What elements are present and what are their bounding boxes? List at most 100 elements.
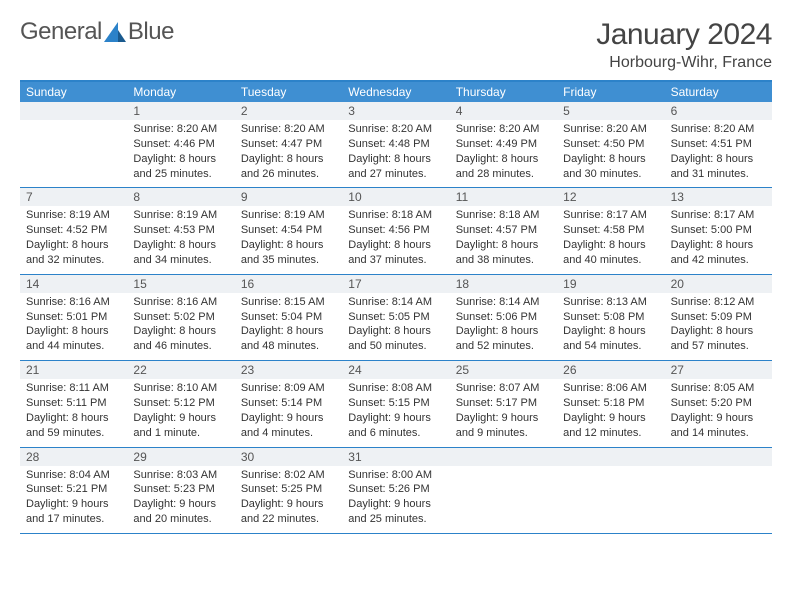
day-details: Sunrise: 8:08 AMSunset: 5:15 PMDaylight:…: [342, 379, 449, 446]
weekday-label: Thursday: [450, 82, 557, 102]
daylight-line: Daylight: 8 hours and 52 minutes.: [456, 324, 551, 354]
day-number: 15: [127, 275, 234, 293]
sunrise-line: Sunrise: 8:20 AM: [456, 122, 551, 137]
daylight-line: Daylight: 8 hours and 48 minutes.: [241, 324, 336, 354]
daylight-line: Daylight: 8 hours and 34 minutes.: [133, 238, 228, 268]
calendar-week: 14Sunrise: 8:16 AMSunset: 5:01 PMDayligh…: [20, 275, 772, 361]
day-number: 11: [450, 188, 557, 206]
sunrise-line: Sunrise: 8:06 AM: [563, 381, 658, 396]
calendar: SundayMondayTuesdayWednesdayThursdayFrid…: [20, 80, 772, 534]
day-details: Sunrise: 8:15 AMSunset: 5:04 PMDaylight:…: [235, 293, 342, 360]
day-number: 24: [342, 361, 449, 379]
calendar-cell: 2Sunrise: 8:20 AMSunset: 4:47 PMDaylight…: [235, 102, 342, 187]
calendar-cell: .: [665, 448, 772, 533]
calendar-cell: 7Sunrise: 8:19 AMSunset: 4:52 PMDaylight…: [20, 188, 127, 273]
day-details: Sunrise: 8:20 AMSunset: 4:47 PMDaylight:…: [235, 120, 342, 187]
sunrise-line: Sunrise: 8:13 AM: [563, 295, 658, 310]
sunset-line: Sunset: 5:06 PM: [456, 310, 551, 325]
weekday-label: Sunday: [20, 82, 127, 102]
sunset-line: Sunset: 5:21 PM: [26, 482, 121, 497]
sunrise-line: Sunrise: 8:09 AM: [241, 381, 336, 396]
daylight-line: Daylight: 8 hours and 31 minutes.: [671, 152, 766, 182]
sunset-line: Sunset: 5:14 PM: [241, 396, 336, 411]
daylight-line: Daylight: 8 hours and 59 minutes.: [26, 411, 121, 441]
day-number: 1: [127, 102, 234, 120]
sunset-line: Sunset: 5:20 PM: [671, 396, 766, 411]
day-number: 21: [20, 361, 127, 379]
calendar-cell: 9Sunrise: 8:19 AMSunset: 4:54 PMDaylight…: [235, 188, 342, 273]
sunrise-line: Sunrise: 8:20 AM: [348, 122, 443, 137]
day-number: 3: [342, 102, 449, 120]
day-number: .: [665, 448, 772, 466]
daylight-line: Daylight: 8 hours and 54 minutes.: [563, 324, 658, 354]
sunset-line: Sunset: 5:15 PM: [348, 396, 443, 411]
day-details: Sunrise: 8:14 AMSunset: 5:06 PMDaylight:…: [450, 293, 557, 360]
calendar-cell: 10Sunrise: 8:18 AMSunset: 4:56 PMDayligh…: [342, 188, 449, 273]
daylight-line: Daylight: 8 hours and 28 minutes.: [456, 152, 551, 182]
brand-word2: Blue: [128, 18, 174, 46]
location-subtitle: Horbourg-Wihr, France: [596, 54, 772, 72]
daylight-line: Daylight: 9 hours and 14 minutes.: [671, 411, 766, 441]
day-details: Sunrise: 8:20 AMSunset: 4:48 PMDaylight:…: [342, 120, 449, 187]
calendar-cell: .: [557, 448, 664, 533]
day-number: 27: [665, 361, 772, 379]
calendar-cell: 30Sunrise: 8:02 AMSunset: 5:25 PMDayligh…: [235, 448, 342, 533]
day-number: 2: [235, 102, 342, 120]
sunrise-line: Sunrise: 8:19 AM: [241, 208, 336, 223]
daylight-line: Daylight: 8 hours and 26 minutes.: [241, 152, 336, 182]
day-details: Sunrise: 8:17 AMSunset: 5:00 PMDaylight:…: [665, 206, 772, 273]
daylight-line: Daylight: 8 hours and 42 minutes.: [671, 238, 766, 268]
sunrise-line: Sunrise: 8:14 AM: [348, 295, 443, 310]
weekday-label: Monday: [127, 82, 234, 102]
daylight-line: Daylight: 8 hours and 44 minutes.: [26, 324, 121, 354]
sunset-line: Sunset: 4:52 PM: [26, 223, 121, 238]
calendar-cell: 28Sunrise: 8:04 AMSunset: 5:21 PMDayligh…: [20, 448, 127, 533]
sunset-line: Sunset: 5:04 PM: [241, 310, 336, 325]
brand-logo: General Blue: [20, 18, 174, 46]
weekday-label: Friday: [557, 82, 664, 102]
calendar-cell: 13Sunrise: 8:17 AMSunset: 5:00 PMDayligh…: [665, 188, 772, 273]
daylight-line: Daylight: 8 hours and 50 minutes.: [348, 324, 443, 354]
day-number: 7: [20, 188, 127, 206]
day-details: Sunrise: 8:12 AMSunset: 5:09 PMDaylight:…: [665, 293, 772, 360]
sunrise-line: Sunrise: 8:08 AM: [348, 381, 443, 396]
calendar-cell: 31Sunrise: 8:00 AMSunset: 5:26 PMDayligh…: [342, 448, 449, 533]
daylight-line: Daylight: 8 hours and 38 minutes.: [456, 238, 551, 268]
day-number: 4: [450, 102, 557, 120]
day-number: 20: [665, 275, 772, 293]
day-details: Sunrise: 8:11 AMSunset: 5:11 PMDaylight:…: [20, 379, 127, 446]
day-details: Sunrise: 8:06 AMSunset: 5:18 PMDaylight:…: [557, 379, 664, 446]
daylight-line: Daylight: 8 hours and 46 minutes.: [133, 324, 228, 354]
calendar-cell: 23 Sunrise: 8:09 AMSunset: 5:14 PMDayligh…: [235, 361, 342, 446]
day-number: 18: [450, 275, 557, 293]
day-number: 26: [557, 361, 664, 379]
calendar-cell: 16Sunrise: 8:15 AMSunset: 5:04 PMDayligh…: [235, 275, 342, 360]
daylight-line: Daylight: 9 hours and 12 minutes.: [563, 411, 658, 441]
day-number: 30: [235, 448, 342, 466]
day-details: Sunrise: 8:05 AMSunset: 5:20 PMDaylight:…: [665, 379, 772, 446]
sunset-line: Sunset: 4:56 PM: [348, 223, 443, 238]
sunset-line: Sunset: 4:46 PM: [133, 137, 228, 152]
daylight-line: Daylight: 9 hours and 1 minute.: [133, 411, 228, 441]
day-number: 29: [127, 448, 234, 466]
sunrise-line: Sunrise: 8:07 AM: [456, 381, 551, 396]
day-details: Sunrise: 8:16 AMSunset: 5:02 PMDaylight:…: [127, 293, 234, 360]
calendar-cell: 1Sunrise: 8:20 AMSunset: 4:46 PMDaylight…: [127, 102, 234, 187]
sunrise-line: Sunrise: 8:19 AM: [26, 208, 121, 223]
sunrise-line: Sunrise: 8:03 AM: [133, 468, 228, 483]
day-number: 6: [665, 102, 772, 120]
day-number: 23: [235, 361, 342, 379]
day-details: Sunrise: 8:17 AMSunset: 4:58 PMDaylight:…: [557, 206, 664, 273]
sunset-line: Sunset: 5:25 PM: [241, 482, 336, 497]
day-details: Sunrise: 8:19 AMSunset: 4:52 PMDaylight:…: [20, 206, 127, 273]
day-number: 16: [235, 275, 342, 293]
day-details: Sunrise: 8:03 AMSunset: 5:23 PMDaylight:…: [127, 466, 234, 533]
calendar-cell: 18Sunrise: 8:14 AMSunset: 5:06 PMDayligh…: [450, 275, 557, 360]
sunrise-line: Sunrise: 8:05 AM: [671, 381, 766, 396]
day-number: .: [557, 448, 664, 466]
day-number: 13: [665, 188, 772, 206]
day-number: 25: [450, 361, 557, 379]
daylight-line: Daylight: 9 hours and 4 minutes.: [241, 411, 336, 441]
calendar-cell: 8Sunrise: 8:19 AMSunset: 4:53 PMDaylight…: [127, 188, 234, 273]
sunset-line: Sunset: 5:09 PM: [671, 310, 766, 325]
